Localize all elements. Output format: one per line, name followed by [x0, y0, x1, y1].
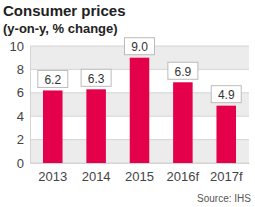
- y-tick: 10: [10, 39, 30, 54]
- bar: [86, 89, 106, 163]
- x-tick: 2015: [125, 163, 154, 184]
- data-label-box: [38, 70, 68, 87]
- x-tick-label: 2017f: [210, 169, 243, 184]
- x-tick-label: 2013: [38, 169, 67, 184]
- data-label: 9.0: [131, 40, 148, 54]
- x-tick: 2013: [38, 163, 67, 184]
- data-label-box: [125, 38, 155, 55]
- y-axis-line: [30, 47, 31, 164]
- grid-bands: [30, 46, 249, 163]
- x-axis-line: [31, 163, 250, 164]
- y-tick-label: 2: [17, 132, 24, 147]
- x-tick-label: 2016f: [167, 169, 200, 184]
- y-tick: 0: [17, 156, 30, 171]
- title: Consumer prices: [3, 2, 126, 19]
- y-tick-label: 4: [17, 109, 24, 124]
- bars: [43, 58, 236, 163]
- y-tick: 6: [17, 85, 30, 100]
- y-tick: 4: [17, 109, 30, 124]
- annotation: Source: IHS: [197, 193, 251, 204]
- bar: [173, 82, 193, 163]
- bar: [216, 106, 236, 163]
- data-label: 6.9: [175, 65, 192, 79]
- bar: [43, 90, 63, 163]
- x-tick-label: 2014: [82, 169, 111, 184]
- data-label-box: [168, 62, 198, 79]
- bar: [130, 58, 150, 163]
- subtitle: (y-on-y, % change): [3, 21, 118, 36]
- data-label: 4.9: [218, 88, 235, 102]
- y-tick-label: 10: [10, 39, 24, 54]
- x-tick: 2016f: [167, 163, 200, 184]
- y-tick: 8: [17, 62, 30, 77]
- x-tick-label: 2015: [125, 169, 154, 184]
- data-label-box: [81, 69, 111, 86]
- y-tick-label: 6: [17, 85, 24, 100]
- chart: Consumer prices (y-on-y, % change) 0 2 4 6 8 10…: [0, 0, 255, 207]
- x-tick: 2017f: [210, 163, 243, 184]
- data-labels: 6.2 6.3 9.0 6.9 4.9: [38, 38, 241, 103]
- y-axis: 0 2 4 6 8 10: [10, 39, 31, 171]
- plot: 02468102013201420152016f2017f6.26.39.06.…: [10, 38, 250, 185]
- data-label: 6.3: [88, 72, 105, 86]
- grid: [30, 46, 249, 163]
- data-label-box: [211, 86, 241, 103]
- y-tick-label: 8: [17, 62, 24, 77]
- data-label: 6.2: [44, 73, 61, 87]
- x-tick: 2014: [82, 163, 111, 184]
- x-axis: 2013 2014 2015 2016f 2017f: [31, 163, 250, 184]
- y-tick: 2: [17, 132, 30, 147]
- y-tick-label: 0: [17, 156, 24, 171]
